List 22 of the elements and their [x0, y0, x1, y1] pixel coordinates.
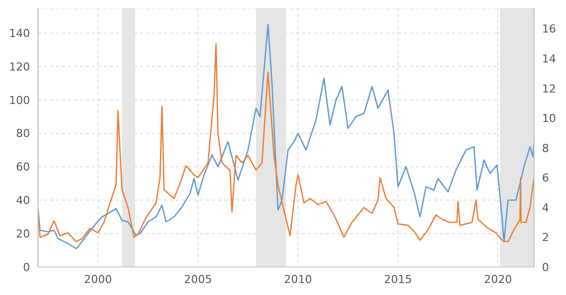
- y-tick-label: 120: [9, 60, 30, 74]
- y2-tick-label: 12: [542, 82, 556, 96]
- y2-tick-label: 2: [542, 231, 549, 244]
- y-tick-label: 80: [16, 127, 30, 140]
- y-tick-label: 140: [9, 26, 30, 40]
- y-tick-label: 0: [23, 260, 30, 274]
- x-tick-label: 2010: [284, 272, 312, 286]
- y2-tick-label: 4: [542, 201, 549, 214]
- y2-tick-label: 14: [542, 52, 556, 66]
- x-tick-label: 2015: [384, 272, 412, 286]
- x-tick-label: 2005: [184, 272, 212, 286]
- x-tick-label: 2020: [484, 272, 512, 286]
- y-tick-label: 40: [16, 194, 30, 208]
- y-tick-label: 20: [16, 227, 30, 240]
- x-tick-label: 2000: [84, 272, 112, 286]
- y2-tick-label: 10: [542, 112, 556, 126]
- y2-tick-label: 8: [542, 142, 549, 155]
- y2-tick-label: 6: [542, 172, 549, 185]
- y2-tick-label: 16: [542, 22, 556, 36]
- y-tick-label: 100: [9, 94, 30, 107]
- y-tick-label: 60: [16, 160, 30, 174]
- y2-tick-label: 0: [542, 260, 549, 274]
